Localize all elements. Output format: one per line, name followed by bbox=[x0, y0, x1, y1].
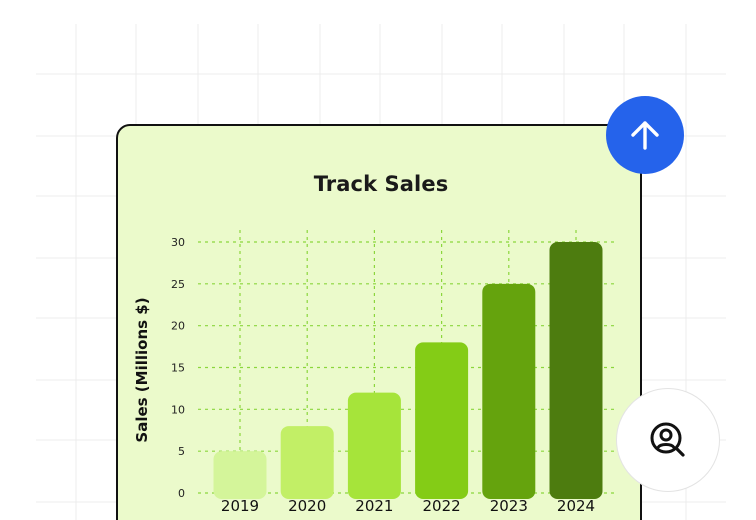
x-tick-label: 2022 bbox=[423, 497, 461, 515]
arrow-up-icon bbox=[631, 121, 659, 150]
y-axis-ticks: 0 5 10 15 20 25 30 bbox=[171, 236, 185, 500]
y-tick-label: 30 bbox=[171, 236, 185, 249]
user-search-icon bbox=[650, 422, 685, 457]
y-tick-label: 5 bbox=[178, 445, 185, 458]
y-tick-label: 15 bbox=[171, 362, 185, 375]
y-tick-label: 10 bbox=[171, 403, 185, 416]
profile-search-button[interactable] bbox=[616, 388, 720, 492]
y-tick-label: 25 bbox=[171, 278, 185, 291]
x-tick-label: 2020 bbox=[288, 497, 326, 515]
x-tick-label: 2021 bbox=[355, 497, 393, 515]
x-tick-label: 2019 bbox=[221, 497, 259, 515]
x-tick-label: 2024 bbox=[557, 497, 595, 515]
bar-2022 bbox=[415, 342, 469, 499]
sales-chart-card: Track Sales 0 5 10 15 20 25 30 2019 2020 2021 202… bbox=[116, 124, 642, 520]
bar-2020 bbox=[280, 426, 334, 499]
bar-2021 bbox=[347, 392, 401, 499]
y-axis-label: Sales (Millions $) bbox=[133, 297, 151, 442]
bar-2019 bbox=[213, 451, 267, 499]
y-tick-label: 20 bbox=[171, 320, 185, 333]
bar-2024 bbox=[549, 242, 603, 499]
bar-chart: 0 5 10 15 20 25 30 2019 2020 2021 2022 2023 2024 Sa… bbox=[133, 230, 616, 515]
bar-2023 bbox=[482, 283, 536, 499]
x-tick-label: 2023 bbox=[490, 497, 528, 515]
y-tick-label: 0 bbox=[178, 487, 185, 500]
chart-title: Track Sales bbox=[313, 172, 449, 196]
chart-bars bbox=[213, 242, 603, 499]
x-axis-ticks: 2019 2020 2021 2022 2023 2024 bbox=[221, 497, 595, 515]
upload-button[interactable] bbox=[606, 96, 684, 174]
